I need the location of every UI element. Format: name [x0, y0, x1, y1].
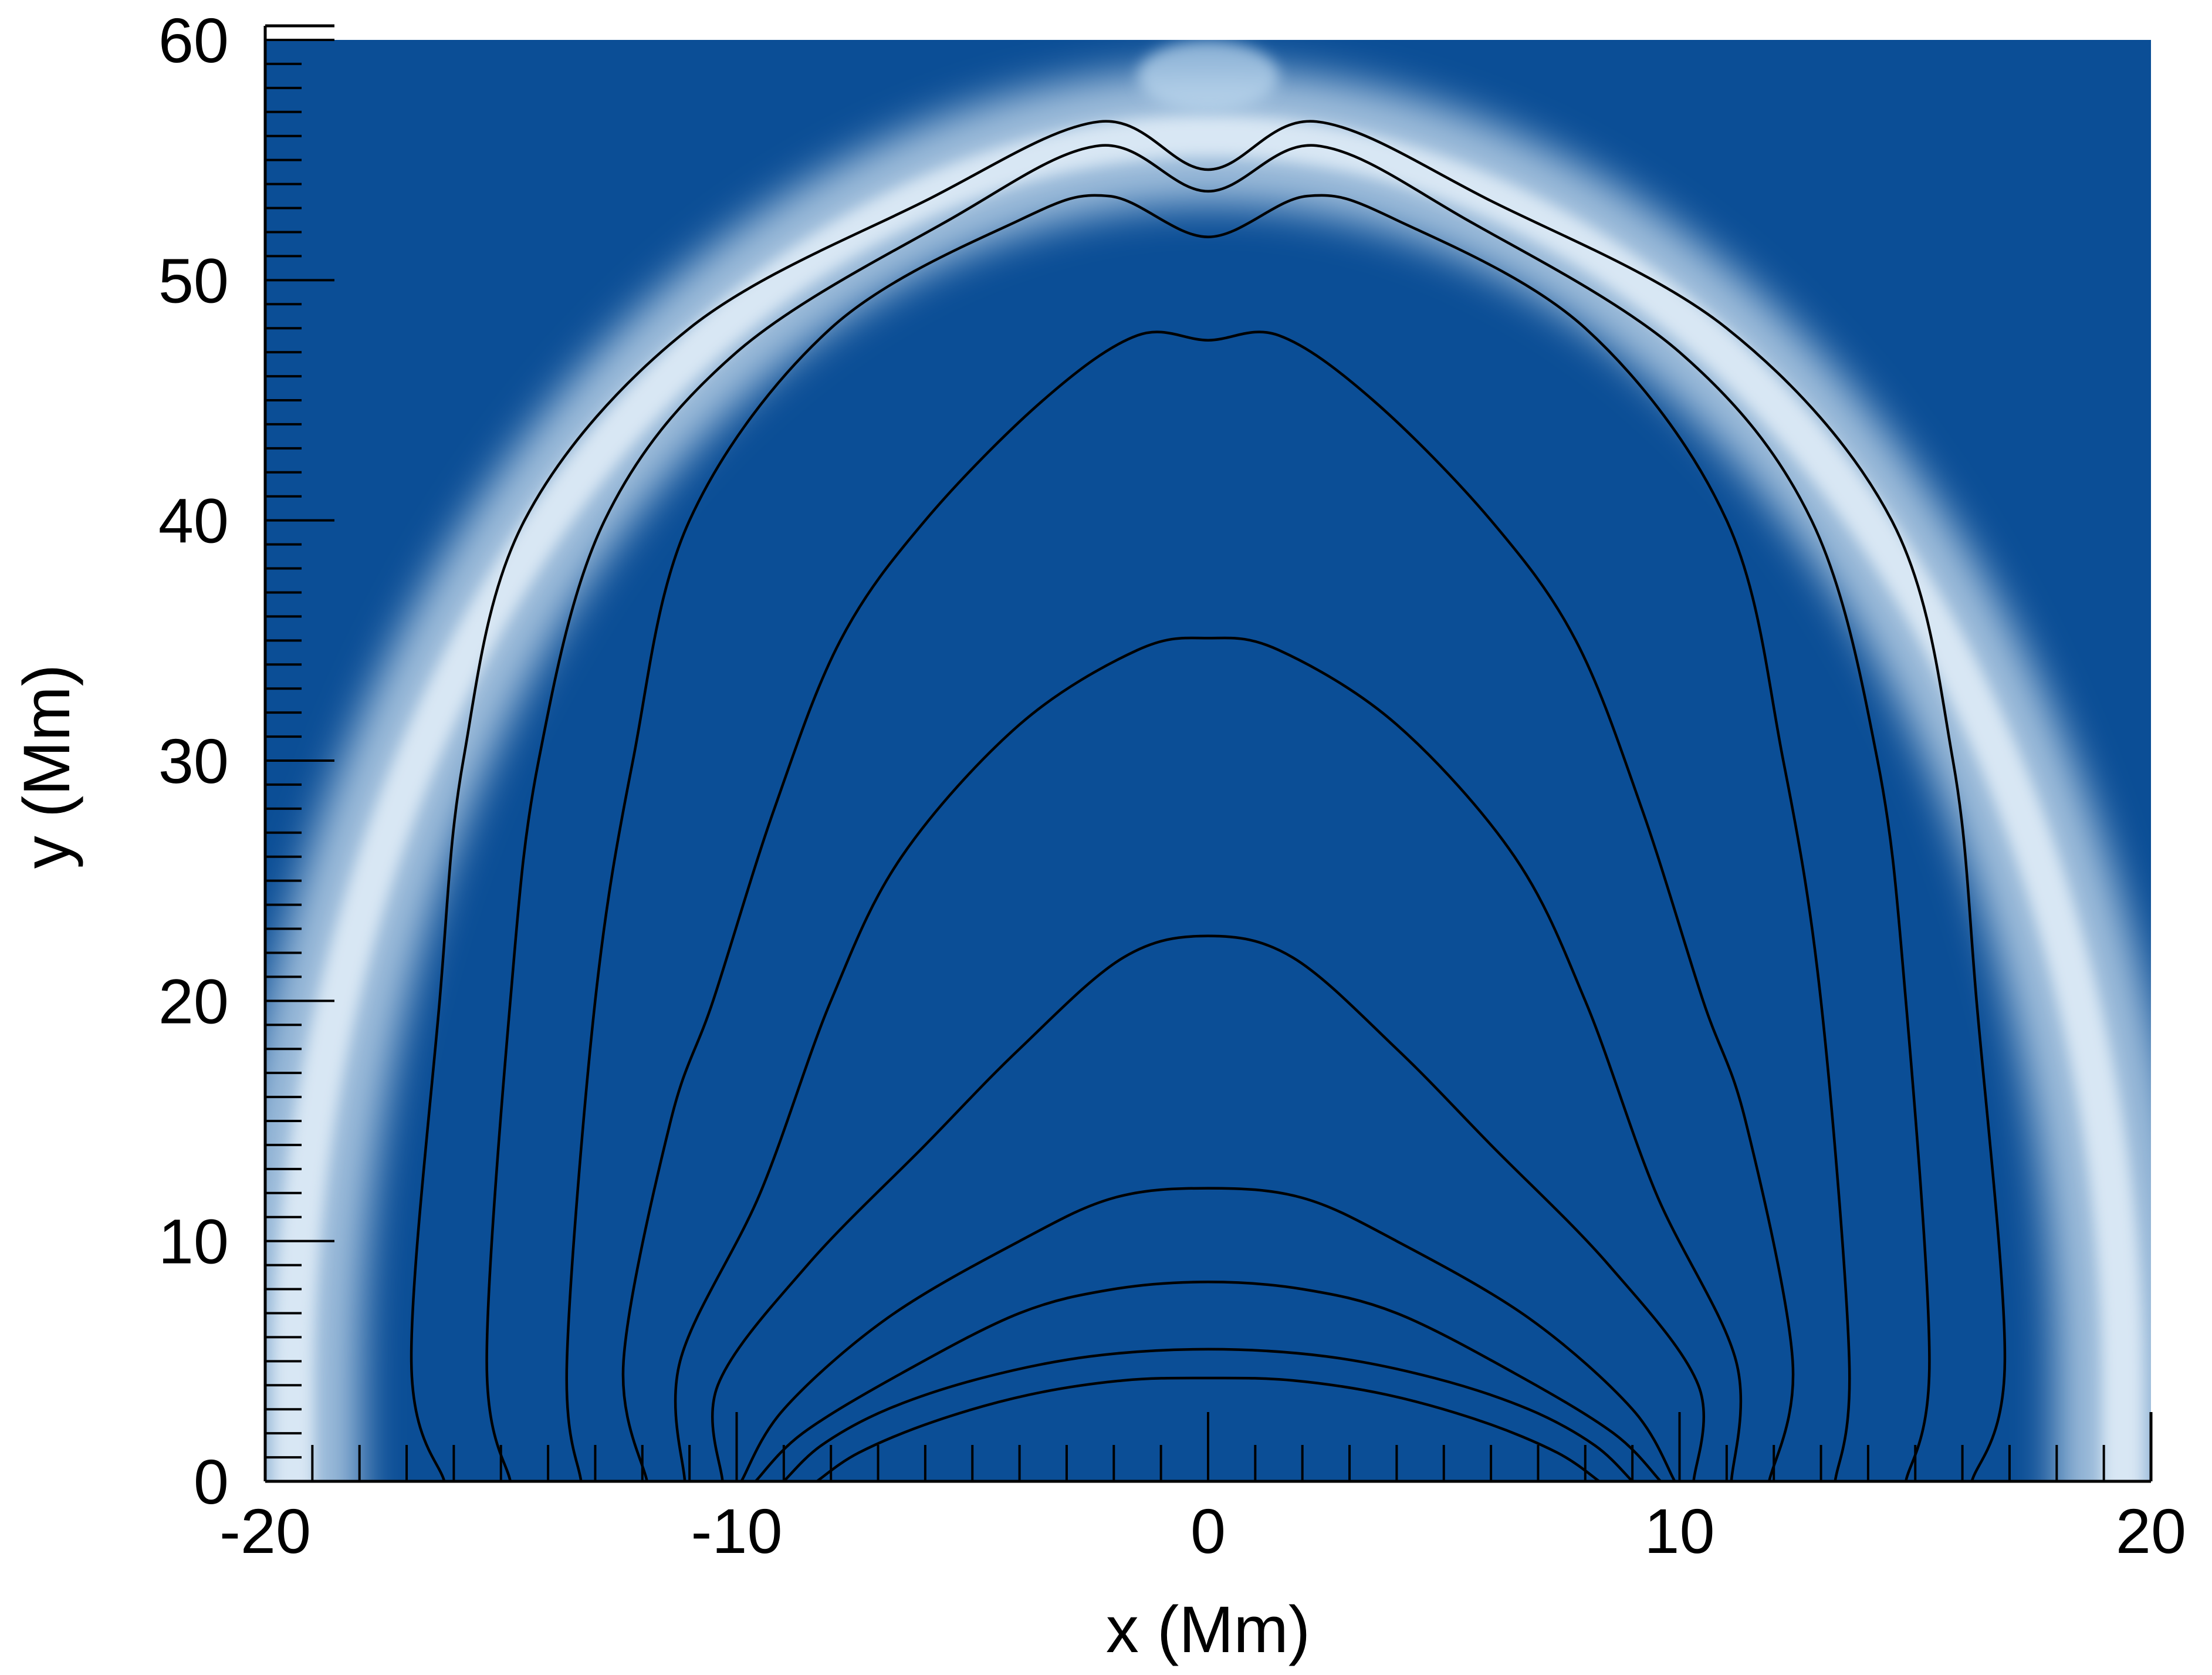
y-tick-label-30: 30	[158, 725, 229, 796]
axis-ticks	[264, 39, 2152, 1482]
y-tick-label-60: 60	[158, 5, 229, 76]
field-line-8	[754, 1281, 1662, 1481]
heatmap-arch-band-core	[273, 115, 2143, 1481]
axis-tick-labels: -20 -10 0 10 20 0 10 20 30 40 50 60	[158, 5, 2186, 1566]
y-tick-label-50: 50	[158, 245, 229, 316]
field-line-1	[410, 120, 2007, 1481]
field-line-7	[740, 1187, 1676, 1481]
x-tick-label-20: 20	[2116, 1495, 2186, 1566]
y-tick-label-10: 10	[158, 1206, 229, 1277]
x-tick-label-0: 0	[1190, 1495, 1226, 1566]
plot-area	[265, 40, 2151, 1481]
field-line-5	[674, 636, 1743, 1481]
heatmap-top-bright-spot	[1138, 40, 1279, 112]
heatmap-background	[265, 40, 2151, 1481]
field-line-2	[485, 144, 1931, 1481]
field-line-10	[815, 1376, 1601, 1481]
y-tick-label-20: 20	[158, 965, 229, 1036]
x-tick-label--20: -20	[219, 1495, 311, 1566]
y-tick-label-40: 40	[158, 485, 229, 556]
field-line-9	[782, 1348, 1634, 1481]
field-line-3	[565, 194, 1851, 1481]
field-line-4	[621, 330, 1795, 1481]
field-lines-group	[410, 120, 2007, 1481]
y-axis-label: y (Mm)	[10, 664, 83, 869]
x-tick-label--10: -10	[691, 1495, 782, 1566]
y-tick-label-0: 0	[194, 1446, 229, 1517]
x-axis-label: x (Mm)	[1106, 1593, 1310, 1666]
x-tick-label-10: 10	[1644, 1495, 1714, 1566]
field-line-6	[711, 934, 1706, 1481]
